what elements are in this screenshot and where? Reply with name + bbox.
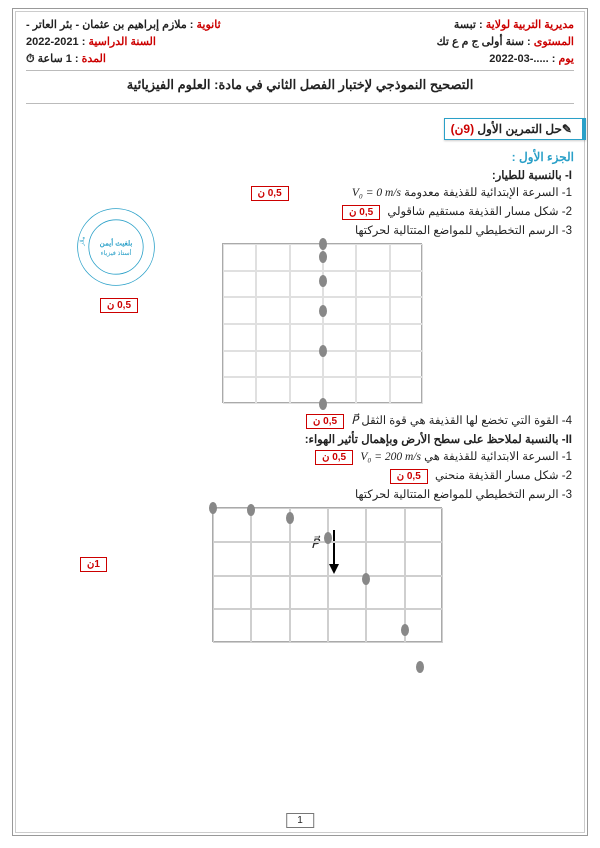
content: I- بالنسبة للطيار: 1- السرعة الإبتدائية … <box>16 168 584 642</box>
sec2-l1-math: V₀ = 200 m/s <box>360 451 421 463</box>
diagram-grid-2: P⃗ <box>212 507 442 642</box>
exercise-points: (9ن) <box>451 122 475 136</box>
sec2-line2: 2- شكل مسار القذيفة منحني 0,5 ن <box>34 468 572 484</box>
trajectory-dot <box>319 398 327 410</box>
trajectory-dot <box>319 275 327 287</box>
trajectory-dot <box>416 661 424 673</box>
trajectory-dot <box>362 573 370 585</box>
page-title: التصحيح النموذجي لإختبار الفصل الثاني في… <box>26 77 574 93</box>
sec1-l1-math: V₀ = 0 m/s <box>352 187 401 199</box>
hdr-r1-left-label: ثانوية <box>197 19 221 31</box>
sec2-line1: 1- السرعة الابتدائية للقذيفة هي V₀ = 200… <box>34 449 572 465</box>
sec2-l2-text: 2- شكل مسار القذيفة منحني <box>432 470 572 482</box>
score-box: 0,5 ن <box>100 298 138 313</box>
exercise-label: ✎حل التمرين الأول <box>477 122 572 136</box>
trajectory-dot <box>247 504 255 516</box>
header-row-3: يوم : .....-03-2022 المدة : 1 ساعة ⏱ <box>26 52 574 66</box>
sec1-l4-text: 4- القوة التي تخضع لها القذيفة هي قوة ال… <box>358 415 572 427</box>
sec1-l1-text: 1- السرعة الإبتدائية للقذيفة معدومة <box>401 187 572 199</box>
trajectory-dot <box>324 532 332 544</box>
score-box: 1ن <box>80 557 107 572</box>
page-number: 1 <box>286 813 314 828</box>
hdr-r3-right-val: : .....-03-2022 <box>489 53 555 65</box>
hdr-r1-right-label: مديرية التربية لولاية <box>486 19 574 31</box>
trajectory-dot <box>319 251 327 263</box>
sec1-line1: 1- السرعة الإبتدائية للقذيفة معدومة V₀ =… <box>34 185 572 201</box>
score-box: 0,5 ن <box>306 414 344 429</box>
score-box: 0,5 ن <box>342 205 380 220</box>
sec2-line3: 3- الرسم التخطيطي للمواضع المتتالية لحرك… <box>34 487 572 501</box>
sec1-heading: I- بالنسبة للطيار: <box>34 168 572 182</box>
part1-title: الجزء الأول : <box>26 150 574 164</box>
hdr-r2-left-val: : 2021-2022 <box>26 36 85 48</box>
sec1-line4: 4- القوة التي تخضع لها القذيفة هي قوة ال… <box>34 413 572 429</box>
trajectory-dot <box>209 502 217 514</box>
exercise-tag: ✎حل التمرين الأول (9ن) <box>444 118 586 140</box>
sec2-heading: II- بالنسبة لملاحظ على سطح الأرض وبإهمال… <box>34 432 572 446</box>
header: مديرية التربية لولاية : تبسة ثانوية : مل… <box>16 12 584 114</box>
header-divider <box>26 70 574 71</box>
diagram-grid-1 <box>222 243 422 403</box>
hdr-r3-left-label: المدة <box>82 53 106 65</box>
trajectory-dot <box>286 512 294 524</box>
exercise-tag-wrap: ✎حل التمرين الأول (9ن) <box>16 114 584 140</box>
header-row-1: مديرية التربية لولاية : تبسة ثانوية : مل… <box>26 18 574 31</box>
hdr-r2-right-label: المستوى <box>534 36 574 48</box>
hdr-r2-right-val: : سنة أولى ج م ع تك <box>437 36 531 48</box>
sec1-line2: 2- شكل مسار القذيفة مستقيم شاقولي 0,5 ن <box>34 204 572 220</box>
trajectory-dot <box>319 238 327 250</box>
score-box: 0,5 ن <box>251 186 289 201</box>
sec1-line3: 3- الرسم التخطيطي للمواضع المتتالية لحرك… <box>34 223 572 237</box>
page-frame-inner: مديرية التربية لولاية : تبسة ثانوية : مل… <box>15 11 585 833</box>
score-box: 0,5 ن <box>315 450 353 465</box>
trajectory-dot <box>319 305 327 317</box>
hdr-r3-left-val: : 1 ساعة ⏱ <box>26 53 79 65</box>
score-box: 0,5 ن <box>390 469 428 484</box>
page-frame: مديرية التربية لولاية : تبسة ثانوية : مل… <box>12 8 588 836</box>
sec2-l1-text: 1- السرعة الابتدائية للقذيفة هي <box>421 451 572 463</box>
hdr-r3-right-label: يوم <box>558 53 574 65</box>
hdr-r1-left-val: : ملازم إبراهيم بن عثمان - بئر العاتر - <box>26 19 193 31</box>
hdr-r2-left-label: السنة الدراسية <box>88 36 155 48</box>
sec1-l2-text: 2- شكل مسار القذيفة مستقيم شاقولي <box>384 206 572 218</box>
title-divider <box>26 103 574 104</box>
trajectory-dot <box>319 345 327 357</box>
header-row-2: المستوى : سنة أولى ج م ع تك السنة الدراس… <box>26 35 574 48</box>
hdr-r1-right-val: : تبسة <box>454 19 483 31</box>
trajectory-dot <box>401 624 409 636</box>
